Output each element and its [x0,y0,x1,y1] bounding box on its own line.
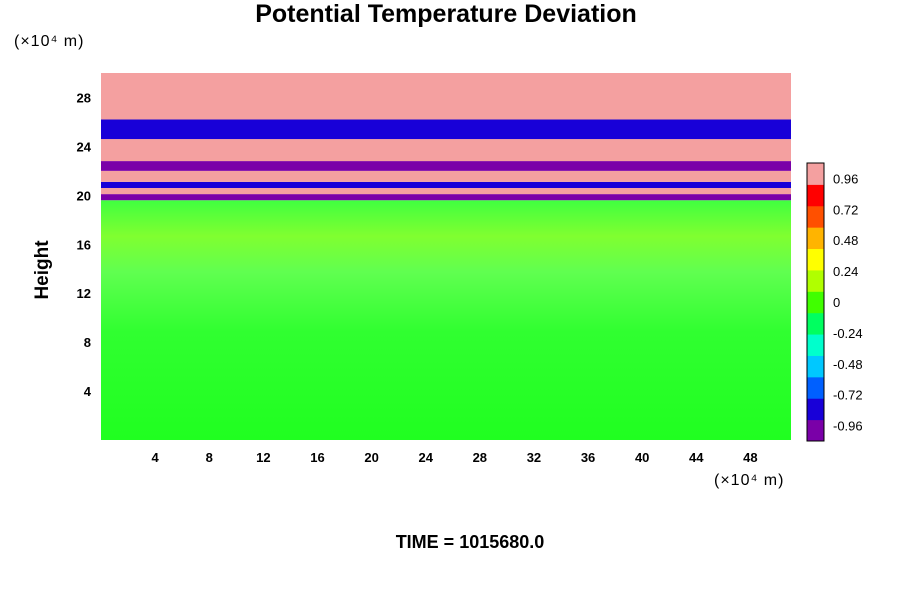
x-tick-label: 4 [152,450,160,465]
x-axis: 4 8 12 16 20 24 28 32 36 40 44 48 [152,450,758,465]
time-value: 1015680.0 [459,532,545,552]
heatmap-band-4 [101,161,791,171]
x-tick-label: 32 [527,450,541,465]
y-tick-label: 16 [77,237,91,252]
lower-field [101,200,791,440]
x-tick-label: 16 [310,450,324,465]
time-label: TIME = [395,532,460,552]
colorbar-swatch [807,334,824,356]
heatmap-band-0 [101,194,791,201]
colorbar-swatch [807,269,824,292]
colorbar-swatch [807,355,824,378]
chart-title: Potential Temperature Deviation [255,0,637,28]
heatmap-band-7 [101,73,791,120]
x-tick-label: 8 [206,450,213,465]
plot-area [101,73,791,440]
time-readout: TIME = 1015680.0 [0,532,900,553]
colorbar-swatch [807,163,824,185]
x-tick-label: 40 [635,450,649,465]
x-tick-label: 28 [473,450,487,465]
y-tick-label: 4 [84,384,92,399]
colorbar-swatch [807,291,824,314]
heatmap-band-3 [101,170,791,182]
heatmap-band-6 [101,119,791,140]
x-tick-label: 12 [256,450,270,465]
y-tick-label: 12 [77,286,91,301]
colorbar-swatch [807,248,824,271]
heatmap-band-1 [101,187,791,195]
colorbar-tick-label: 0.96 [833,171,858,186]
x-axis-unit: (×10⁴ m) [714,472,785,489]
colorbar-swatch [807,312,824,335]
colorbar-tick-label: -0.24 [833,326,863,341]
colorbar-swatch [807,184,824,207]
y-tick-label: 20 [77,188,91,203]
colorbar-frame [806,162,825,442]
heatmap-band-5 [101,139,791,162]
y-axis: 4 8 12 16 20 24 28 [77,90,92,399]
x-tick-label: 48 [743,450,757,465]
colorbar-tick-label: 0.48 [833,233,858,248]
x-tick-label: 20 [364,450,378,465]
colorbar-swatch [807,205,824,228]
x-tick-label: 36 [581,450,595,465]
y-axis-unit: (×10⁴ m) [14,33,85,50]
colorbar-tick-label: 0.24 [833,264,858,279]
colorbar-tick-label: 0.72 [833,202,858,217]
colorbar-swatch [807,419,824,442]
colorbar-tick-label: -0.96 [833,419,863,434]
colorbar: 0.96 0.72 0.48 0.24 0 -0.24 -0.48 -0.72 -0.96 [806,162,863,442]
colorbar-swatch [807,227,824,250]
heatmap-band-2 [101,181,791,188]
y-tick-label: 24 [77,139,92,154]
y-tick-label: 8 [84,335,91,350]
colorbar-tick-label: 0 [833,295,840,310]
x-tick-label: 24 [418,450,433,465]
colorbar-tick-label: -0.48 [833,357,863,372]
colorbar-swatch [807,376,824,399]
colorbar-tick-label: -0.72 [833,388,863,403]
y-tick-label: 28 [77,90,91,105]
x-tick-label: 44 [689,450,704,465]
colorbar-swatch [807,398,824,421]
